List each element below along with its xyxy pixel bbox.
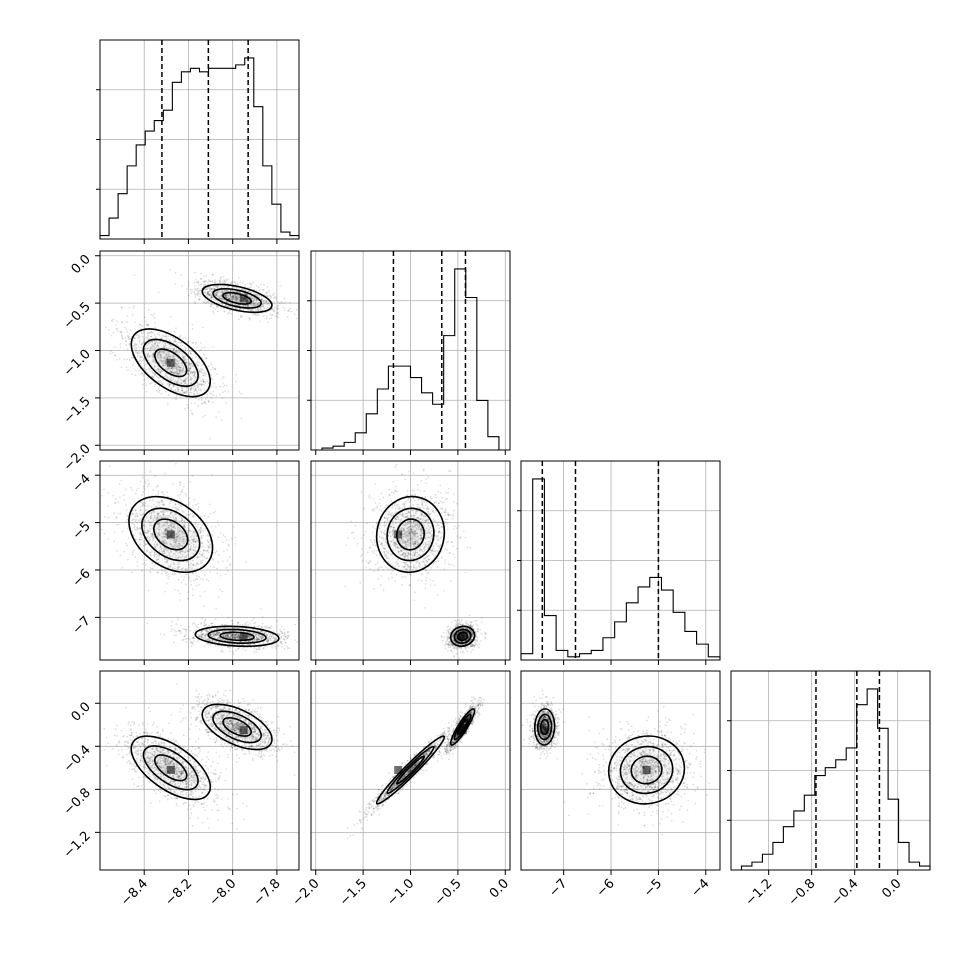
x-tick-label: −1.0 <box>384 876 417 909</box>
contour-level <box>201 283 273 314</box>
y-tick-label: −5 <box>70 519 94 543</box>
grid-2-0 <box>100 461 299 660</box>
y-tick-label: −1.0 <box>61 347 94 380</box>
contour-level <box>142 745 199 791</box>
density-panel-3-1 <box>346 696 485 839</box>
mode-marker <box>394 530 403 539</box>
y-tick-label: −6 <box>70 566 94 590</box>
contour-level <box>141 507 201 562</box>
contour-level <box>201 703 273 751</box>
contour-level <box>396 755 425 785</box>
mode-marker <box>239 726 248 735</box>
x-tick-label: −5 <box>641 876 665 900</box>
contour-level <box>386 745 435 795</box>
x-tick-label: −2.0 <box>290 876 323 909</box>
contour-level <box>386 507 435 562</box>
contour-level <box>212 710 262 744</box>
grid-3-3 <box>731 671 930 870</box>
x-tick-label: −0.4 <box>829 876 862 909</box>
contour-level <box>194 625 280 648</box>
x-tick-label: −1.2 <box>743 876 776 909</box>
density-panel-2-1 <box>344 463 487 660</box>
grid-3-1 <box>311 671 510 870</box>
contour-level <box>607 735 686 805</box>
x-tick-label: −7 <box>546 876 570 900</box>
histogram-0 <box>99 57 300 239</box>
contour-level <box>533 708 556 746</box>
x-tick-label: 0.0 <box>879 876 904 901</box>
scatter-points <box>103 682 296 830</box>
contour-level <box>128 495 214 574</box>
y-tick-label: −0.8 <box>61 786 94 819</box>
contour-level <box>453 628 472 644</box>
histogram-1 <box>311 268 510 451</box>
x-tick-label: −0.5 <box>432 876 465 909</box>
grid-1-0 <box>100 251 299 450</box>
contour-level <box>404 764 417 776</box>
histogram-3 <box>731 688 931 871</box>
contour-level <box>449 625 476 648</box>
x-tick-label: −1.5 <box>337 876 370 909</box>
mode-marker <box>642 765 651 774</box>
mode-marker <box>239 632 248 641</box>
density-panel-2-0 <box>101 462 298 655</box>
x-tick-label: −8.4 <box>118 876 151 909</box>
y-tick-label: −0.4 <box>61 743 94 776</box>
contour-level <box>375 495 446 574</box>
x-tick-label: −8.2 <box>162 876 195 909</box>
y-tick-label: −7 <box>70 614 94 638</box>
contour-level <box>619 745 674 795</box>
contour-level <box>537 713 553 741</box>
mode-marker <box>394 765 403 774</box>
y-tick-label: −1.5 <box>61 394 94 427</box>
y-tick-label: 0.0 <box>69 699 94 724</box>
mode-marker <box>239 294 248 303</box>
contour-level <box>375 735 446 805</box>
y-tick-label: 0.0 <box>69 252 94 277</box>
density-panel-3-2 <box>521 689 710 836</box>
contour-level <box>207 628 267 644</box>
contour-level <box>212 287 262 309</box>
y-tick-label: −4 <box>70 471 94 495</box>
density-panel-1-0 <box>104 269 298 440</box>
y-tick-label: −1.2 <box>61 829 94 862</box>
grid-3-0 <box>100 671 299 870</box>
contour-level <box>130 735 212 801</box>
histogram-2 <box>520 478 721 660</box>
grid-0-0 <box>100 40 299 239</box>
grid-2-2 <box>521 461 720 660</box>
mode-marker <box>166 530 175 539</box>
x-tick-label: −8.0 <box>207 876 240 909</box>
grid-3-2 <box>521 671 720 870</box>
mode-marker <box>540 726 549 735</box>
axes-frame-3-2 <box>520 670 721 871</box>
x-tick-label: −6 <box>594 876 618 900</box>
contour-level <box>404 528 417 541</box>
grid-1-1 <box>311 251 510 450</box>
x-tick-label: 0.0 <box>487 876 512 901</box>
axes-frame-3-0 <box>99 670 300 871</box>
mode-marker <box>458 726 467 735</box>
mode-marker <box>166 358 175 367</box>
mode-marker <box>166 765 175 774</box>
x-tick-label: −4 <box>688 876 712 900</box>
x-tick-label: −7.8 <box>251 876 284 909</box>
density-panel-3-0 <box>103 682 296 830</box>
axes-frame-2-0 <box>99 460 300 661</box>
x-tick-label: −0.8 <box>786 876 819 909</box>
y-tick-label: −2.0 <box>61 441 94 474</box>
contour-level <box>142 338 199 387</box>
mode-marker <box>458 632 467 641</box>
contour-level <box>130 328 212 398</box>
y-tick-label: −0.5 <box>61 299 94 332</box>
